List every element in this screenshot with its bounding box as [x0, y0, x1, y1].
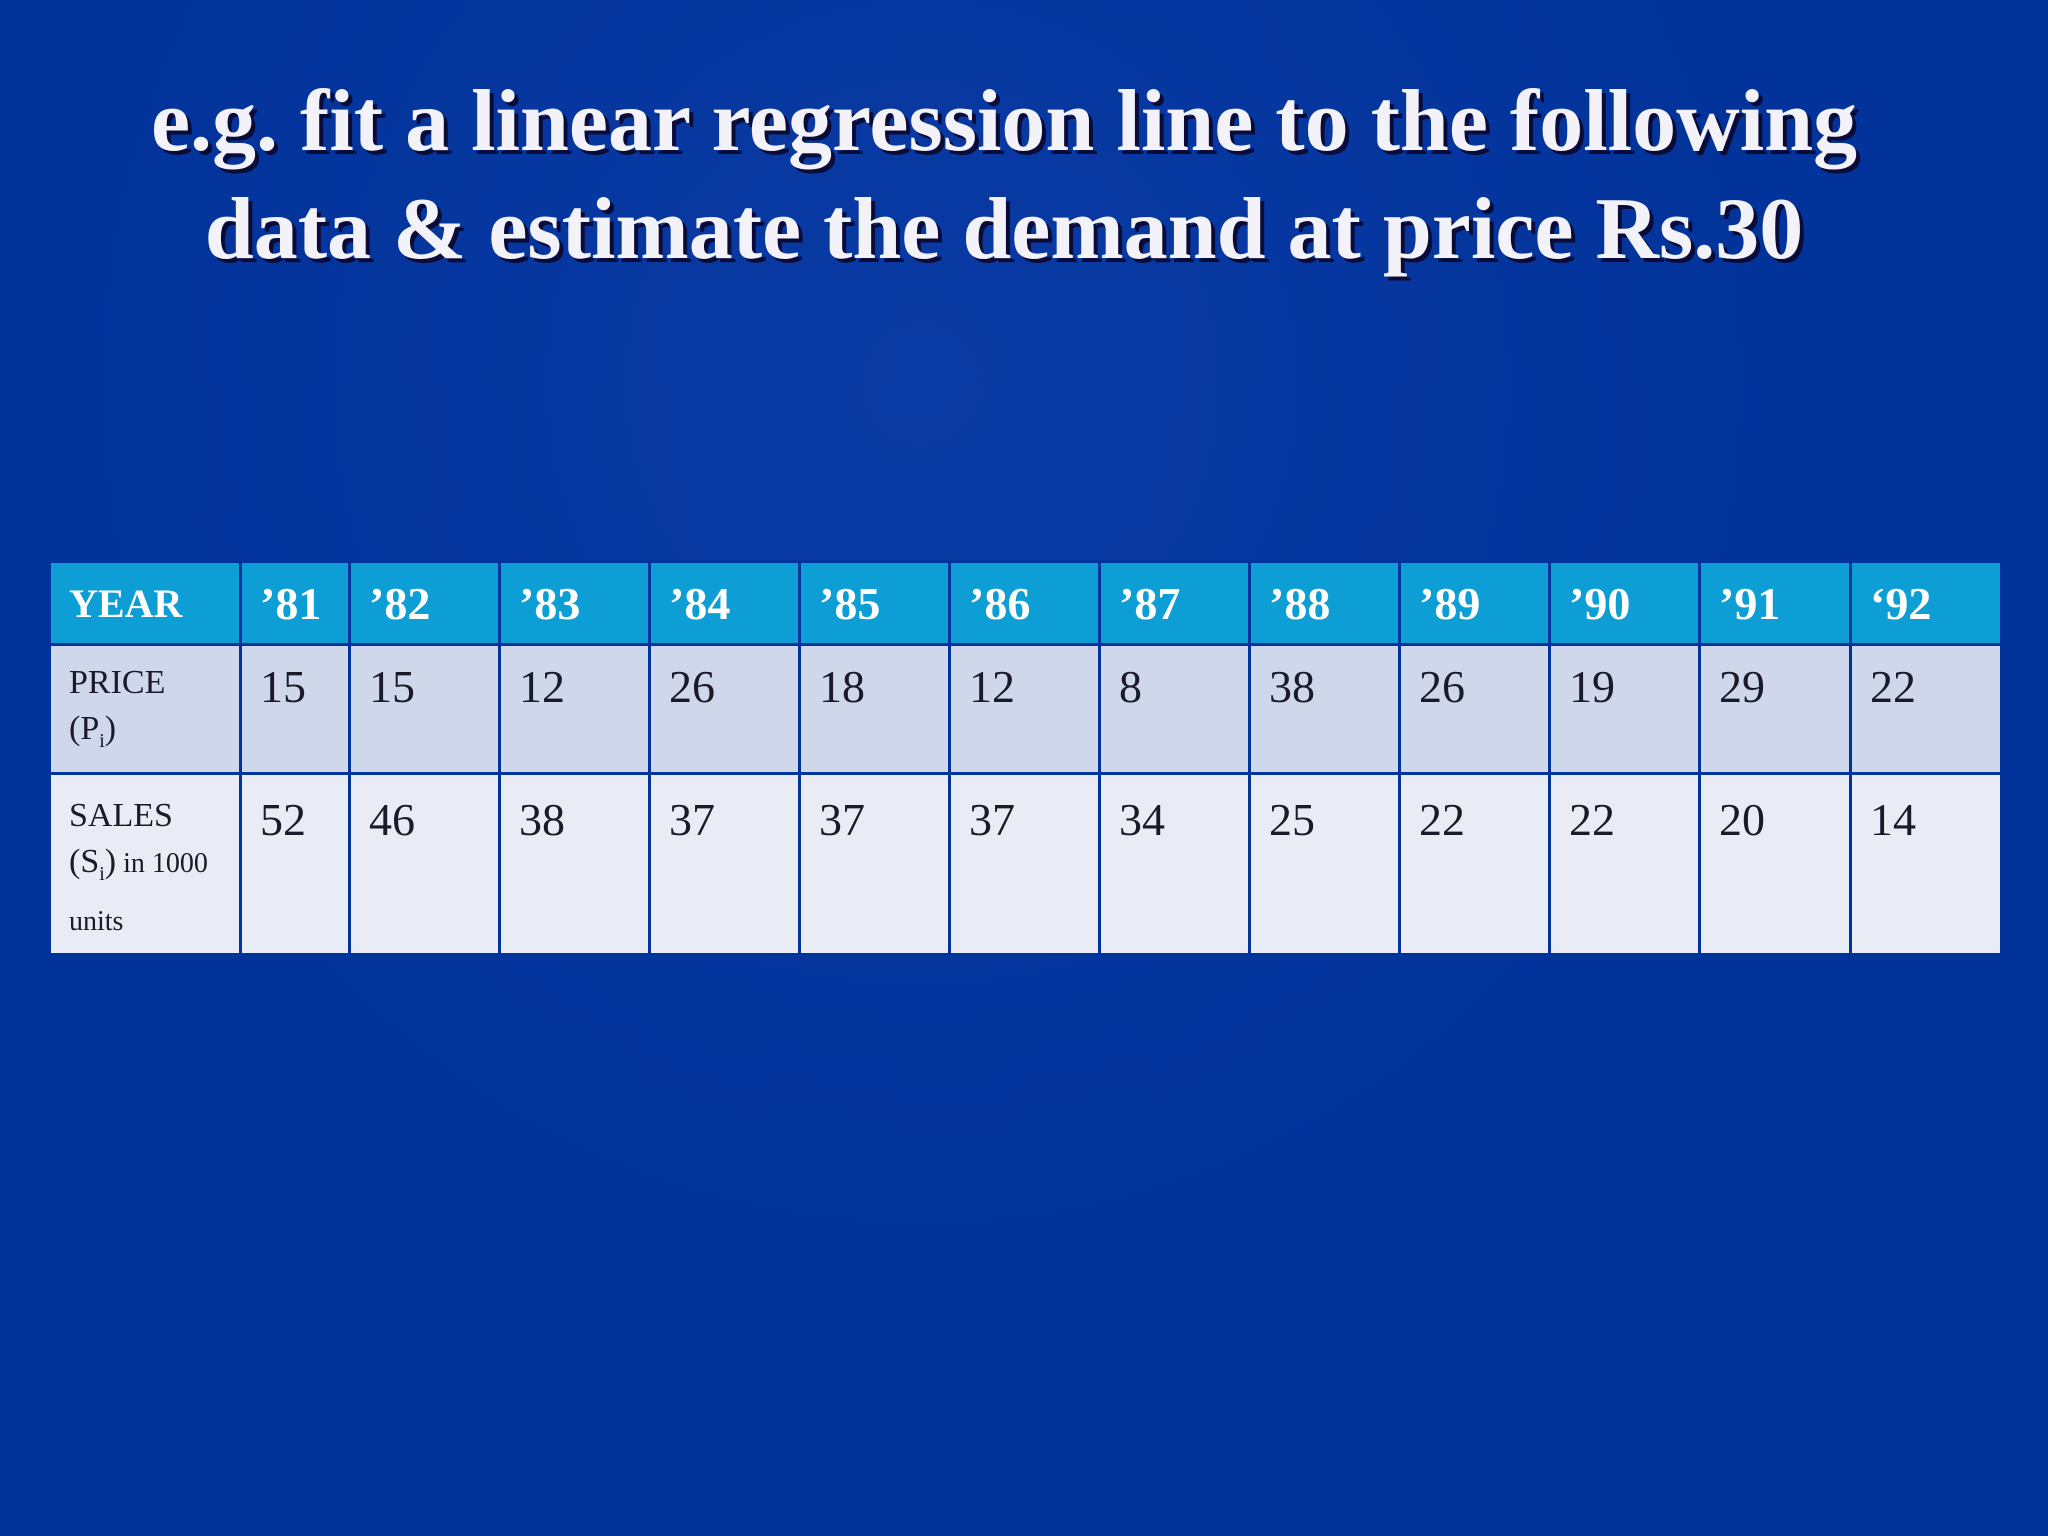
- price-cell: 8: [1098, 643, 1251, 775]
- year-cell: ’85: [798, 560, 951, 646]
- year-cell: ’86: [948, 560, 1101, 646]
- sales-symbol-close: ): [104, 843, 117, 880]
- price-cell: 26: [648, 643, 801, 775]
- sales-row: SALES (Si) in 1000 units 52 46 38 37 37 …: [48, 772, 2003, 956]
- price-cell: 22: [1849, 643, 2003, 775]
- price-cell: 12: [948, 643, 1101, 775]
- price-sales-table: YEAR ’81 ’82 ’83 ’84 ’85 ’86 ’87 ’88 ’89…: [48, 560, 2003, 956]
- year-cell: ’82: [348, 560, 501, 646]
- year-cell: ’90: [1548, 560, 1701, 646]
- year-cell: ’83: [498, 560, 651, 646]
- sales-cell: 14: [1849, 772, 2003, 956]
- sales-cell: 22: [1398, 772, 1551, 956]
- price-label: PRICE: [69, 664, 166, 701]
- price-cell: 29: [1698, 643, 1852, 775]
- price-symbol-close: ): [104, 710, 117, 747]
- sales-cell: 37: [648, 772, 801, 956]
- price-row: PRICE (Pi) 15 15 12 26 18 12 8 38 26 19 …: [48, 643, 2003, 775]
- sales-cell: 37: [948, 772, 1101, 956]
- year-cell: ’81: [239, 560, 351, 646]
- sales-cell: 22: [1548, 772, 1701, 956]
- price-cell: 15: [239, 643, 351, 775]
- sales-symbol: (S: [69, 843, 100, 880]
- price-cell: 15: [348, 643, 501, 775]
- year-row: YEAR ’81 ’82 ’83 ’84 ’85 ’86 ’87 ’88 ’89…: [48, 560, 2003, 646]
- sales-cell: 46: [348, 772, 501, 956]
- price-cell: 18: [798, 643, 951, 775]
- title-line-2: data & estimate the demand at price Rs.3…: [204, 181, 1804, 278]
- price-symbol: (P: [69, 710, 100, 747]
- year-cell: ’91: [1698, 560, 1852, 646]
- slide-title: e.g. fit a linear regression line to the…: [60, 68, 1948, 284]
- sales-subscript: i: [99, 862, 105, 885]
- year-header: YEAR: [48, 560, 242, 646]
- sales-cell: 37: [798, 772, 951, 956]
- sales-cell: 20: [1698, 772, 1852, 956]
- sales-cell: 34: [1098, 772, 1251, 956]
- year-cell: ’89: [1398, 560, 1551, 646]
- year-cell: ’87: [1098, 560, 1251, 646]
- price-cell: 12: [498, 643, 651, 775]
- sales-cell: 52: [239, 772, 351, 956]
- sales-cell: 38: [498, 772, 651, 956]
- sales-label: SALES: [69, 797, 173, 834]
- price-header: PRICE (Pi): [48, 643, 242, 775]
- price-cell: 38: [1248, 643, 1401, 775]
- year-cell: ’88: [1248, 560, 1401, 646]
- sales-cell: 25: [1248, 772, 1401, 956]
- sales-units: in 1000 units: [69, 848, 208, 937]
- price-cell: 26: [1398, 643, 1551, 775]
- year-cell: ’84: [648, 560, 801, 646]
- price-subscript: i: [99, 729, 105, 752]
- price-cell: 19: [1548, 643, 1701, 775]
- sales-header: SALES (Si) in 1000 units: [48, 772, 242, 956]
- year-cell: ‘92: [1849, 560, 2003, 646]
- title-line-1: e.g. fit a linear regression line to the…: [150, 73, 1858, 170]
